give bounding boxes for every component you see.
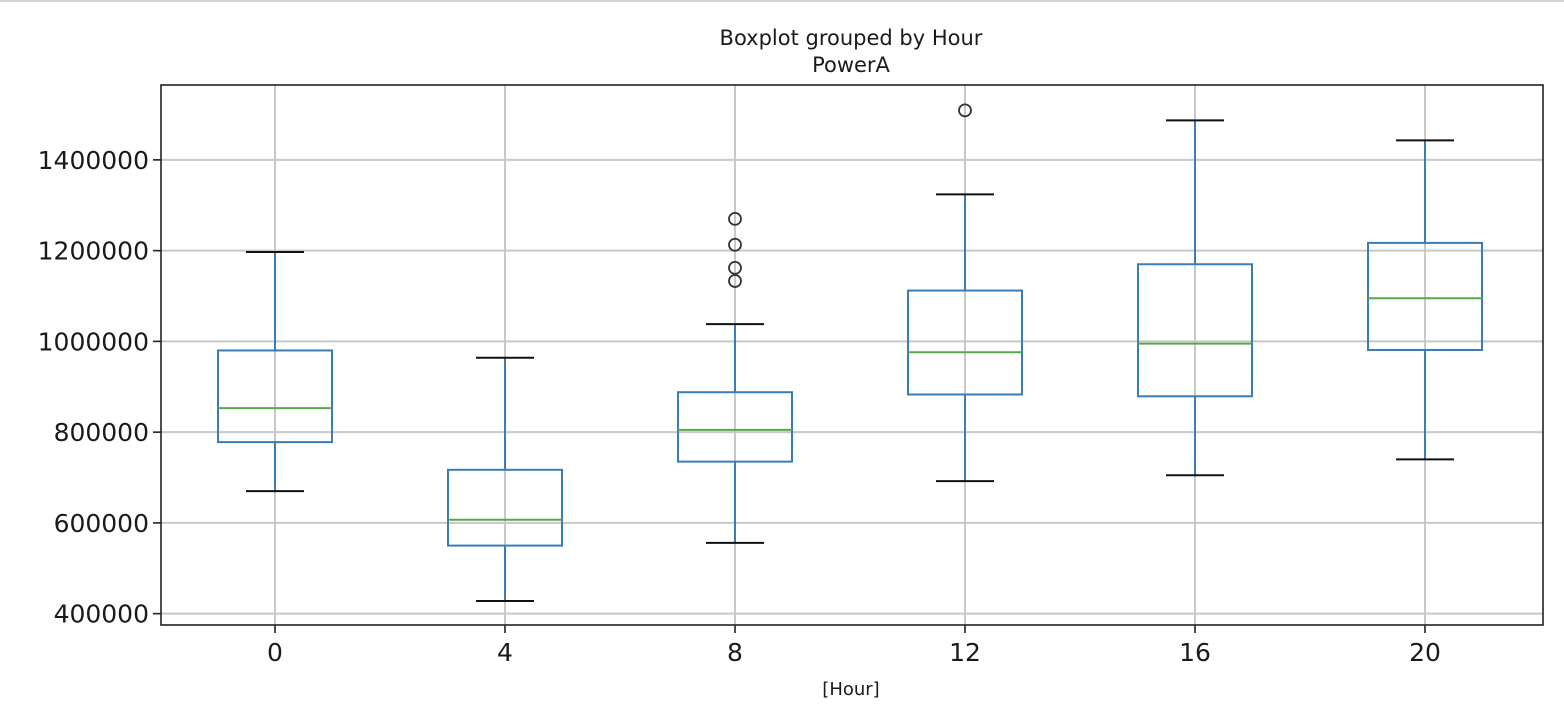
iqr-box: [1367, 241, 1483, 352]
y-tick-label: 1400000: [38, 146, 149, 175]
y-tick-label: 400000: [54, 600, 149, 629]
outlier-point: [958, 103, 972, 118]
x-tick-label: 4: [497, 638, 513, 667]
outlier-point: [728, 211, 742, 226]
grid-lines: [161, 85, 1543, 625]
top-divider: [0, 0, 1564, 2]
x-tick-label: 0: [267, 638, 283, 667]
x-tick-label: 20: [1409, 638, 1441, 667]
x-tick-label: 8: [727, 638, 743, 667]
outlier-point: [728, 260, 742, 275]
x-axis-label: [Hour]: [822, 679, 879, 700]
box-group-hour-8: [677, 211, 793, 544]
box-group-hour-20: [1367, 139, 1483, 461]
box-group-hour-16: [1137, 119, 1253, 477]
plot-frame: [160, 84, 1544, 626]
box-group-hour-4: [447, 356, 563, 602]
axes: 400000 600000 800000 1000000 1200000 1400000 0…: [38, 84, 1544, 667]
iqr-box: [447, 468, 563, 547]
y-tick-label: 800000: [54, 418, 149, 447]
outlier-point: [728, 274, 742, 288]
x-tick-label: 16: [1179, 638, 1211, 667]
iqr-box: [1137, 263, 1253, 398]
box-group-hour-12: [907, 103, 1023, 483]
x-tick-label: 12: [949, 638, 981, 667]
outlier-point: [728, 237, 742, 252]
iqr-box: [217, 349, 333, 444]
box-group-hour-0: [217, 250, 333, 493]
y-tick-label: 1200000: [38, 237, 149, 266]
chart-subtitle: PowerA: [812, 53, 890, 77]
y-tick-label: 600000: [54, 509, 149, 538]
box-series: [217, 103, 1483, 602]
iqr-box: [907, 289, 1023, 396]
y-tick-label: 1000000: [38, 327, 149, 356]
iqr-box: [677, 391, 793, 463]
chart-title: Boxplot grouped by Hour: [720, 26, 983, 50]
